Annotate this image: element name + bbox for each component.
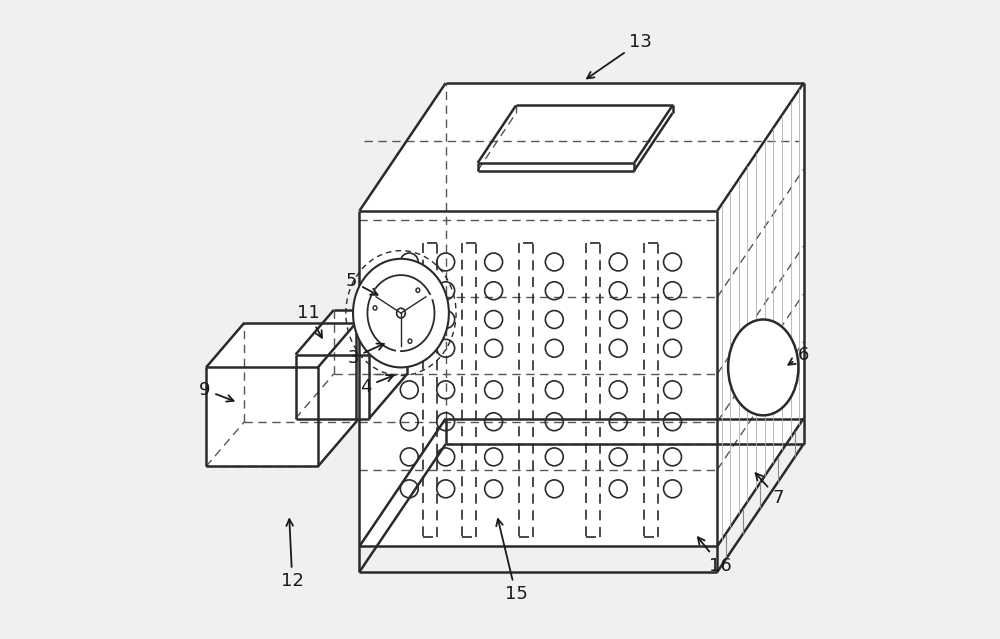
Ellipse shape	[728, 320, 798, 415]
Text: 16: 16	[698, 537, 732, 574]
Text: 15: 15	[496, 519, 527, 603]
Polygon shape	[359, 211, 717, 546]
Polygon shape	[206, 367, 318, 466]
Polygon shape	[359, 83, 804, 211]
Text: 13: 13	[587, 33, 652, 79]
Polygon shape	[318, 323, 356, 466]
Text: 7: 7	[756, 473, 784, 507]
Text: 11: 11	[297, 304, 322, 337]
Text: 12: 12	[281, 519, 304, 590]
Text: 9: 9	[199, 381, 234, 401]
Polygon shape	[296, 310, 407, 355]
Text: 6: 6	[788, 346, 809, 365]
Polygon shape	[717, 83, 804, 546]
Text: 4: 4	[360, 375, 393, 396]
Ellipse shape	[353, 259, 449, 367]
Polygon shape	[206, 323, 356, 367]
Polygon shape	[296, 355, 369, 419]
Text: 5: 5	[346, 272, 378, 295]
Text: 3: 3	[347, 344, 384, 367]
